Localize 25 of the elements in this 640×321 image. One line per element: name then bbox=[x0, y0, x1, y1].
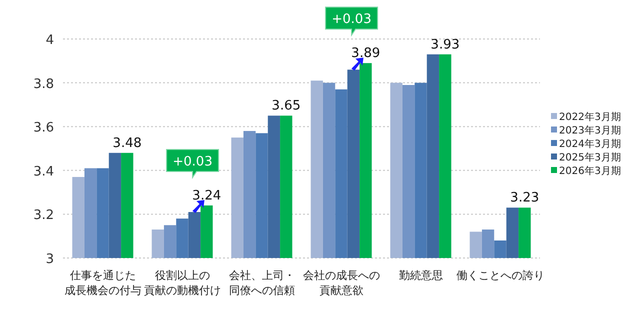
data-label: 3.48 bbox=[112, 136, 142, 151]
y-tick-label: 3 bbox=[46, 252, 54, 267]
x-tick-label: 働くことへの誇り bbox=[456, 269, 544, 282]
x-tick-label: 仕事を通じた成長機会の付与 bbox=[64, 269, 142, 297]
x-tick-label: 役割以上の貢献の動機付け bbox=[144, 269, 221, 297]
y-tick-label: 3.2 bbox=[33, 208, 54, 224]
y-tick-label: 3.4 bbox=[33, 164, 54, 180]
x-tick-label: 勤続意思 bbox=[398, 269, 443, 282]
annotation: +0.03 bbox=[172, 154, 212, 170]
y-tick-label: 4 bbox=[46, 33, 54, 48]
text: +0.03 bbox=[332, 12, 372, 28]
data-label: 3.23 bbox=[510, 190, 540, 206]
legend-label: 2024年3月期 bbox=[559, 138, 621, 150]
y-tick-label: 3.6 bbox=[33, 120, 54, 136]
data-label: 3.89 bbox=[351, 46, 380, 62]
data-label: 3.65 bbox=[272, 98, 301, 114]
legend-label: 2025年3月期 bbox=[559, 152, 621, 164]
y-tick-label: 3.8 bbox=[33, 76, 54, 92]
x-tick-label: 会社、上司・同僚への信頼 bbox=[228, 269, 295, 297]
data-label: 3.24 bbox=[192, 188, 222, 204]
legend-label: 2022年3月期 bbox=[559, 111, 621, 123]
legend-label: 2023年3月期 bbox=[559, 124, 621, 136]
legend-label: 2026年3月期 bbox=[559, 165, 621, 177]
data-label: 3.93 bbox=[430, 37, 460, 52]
x-tick-label: 会社の成長への貢献意欲 bbox=[302, 269, 380, 297]
